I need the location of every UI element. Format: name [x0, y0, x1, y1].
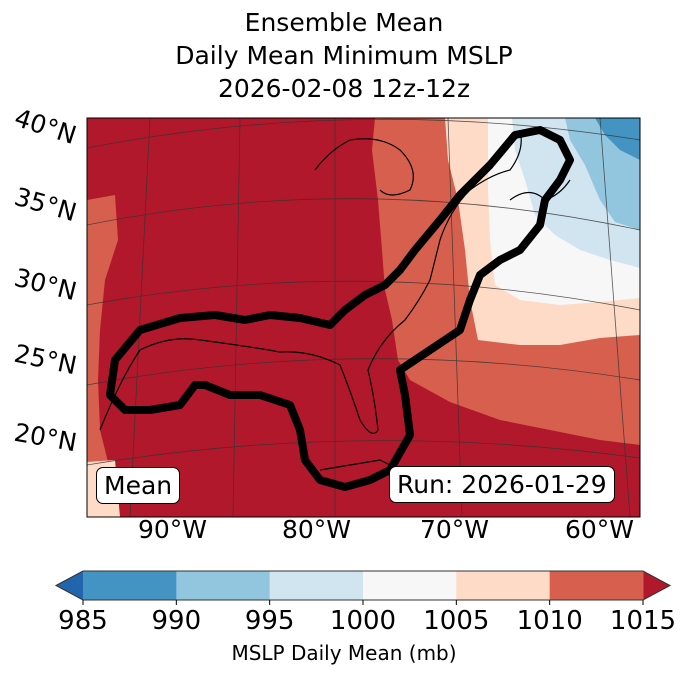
colorbar-segment [83, 571, 177, 600]
mean-label-box: Mean [96, 467, 181, 504]
title-line-3: 2026-02-08 12z-12z [217, 74, 471, 103]
colorbar-segment [363, 571, 457, 600]
field-985-990 [595, 118, 640, 160]
colorbar-label: MSLP Daily Mean (mb) [231, 641, 457, 665]
colorbar [54, 570, 672, 605]
colorbar-segment [549, 571, 644, 600]
lon-label-90w: 90°W [138, 515, 208, 544]
lon-label-70w: 70°W [420, 515, 490, 544]
colorbar-extend-low [56, 571, 83, 600]
colorbar-tick-label: 1015 [609, 606, 677, 636]
colorbar-extend-high [643, 571, 670, 600]
title-line-1: Ensemble Mean [244, 8, 444, 37]
lon-label-60w: 60°W [565, 515, 635, 544]
title-line-2: Daily Mean Minimum MSLP [175, 41, 513, 70]
colorbar-tick-label: 1010 [516, 606, 583, 636]
lon-label-80w: 80°W [282, 515, 352, 544]
colorbar-segment [456, 571, 551, 600]
run-date-box: Run: 2026-01-29 [389, 466, 615, 503]
field-1010-1015-west [87, 195, 118, 470]
colorbar-segment [269, 571, 364, 600]
colorbar-tick-label: 990 [151, 606, 202, 636]
colorbar-tick-label: 985 [58, 606, 108, 636]
colorbar-tick-label: 995 [244, 606, 295, 636]
map-frame [86, 117, 641, 518]
probability-contour [106, 126, 574, 491]
colorbar-tick-label: 1005 [423, 606, 490, 636]
colorbar-segment [176, 571, 271, 600]
colorbar-tick-label: 1000 [329, 606, 397, 636]
